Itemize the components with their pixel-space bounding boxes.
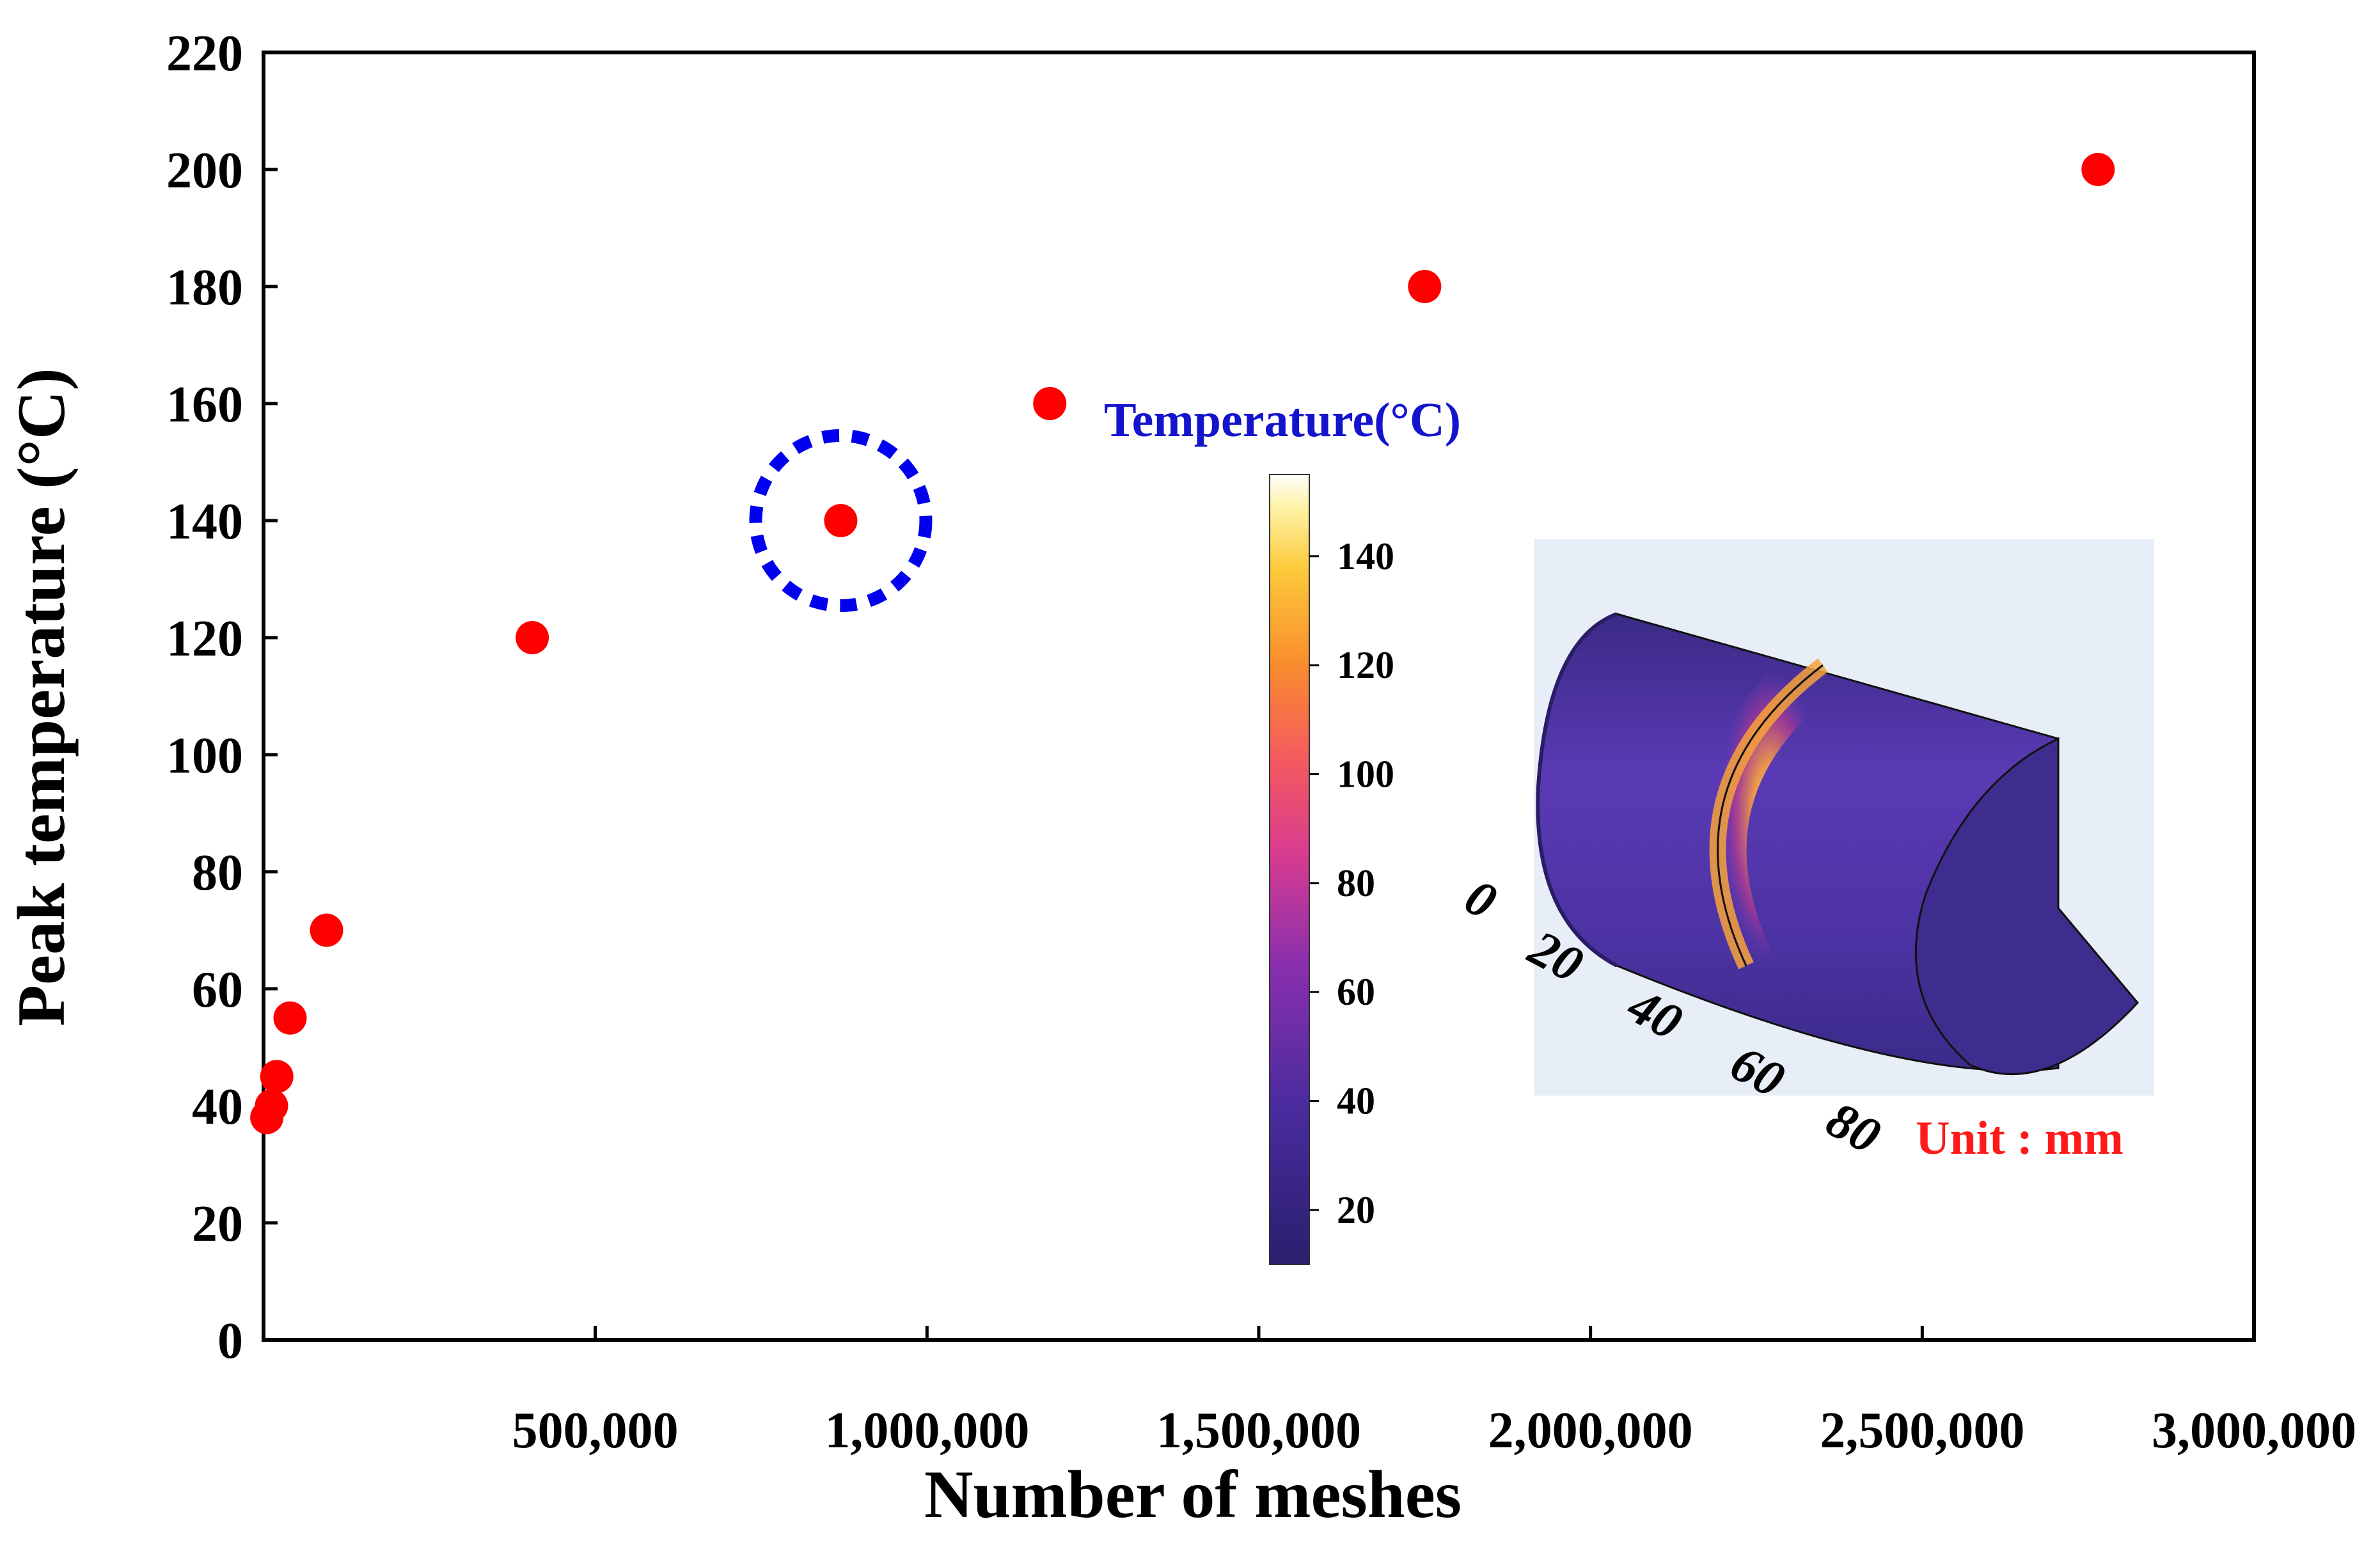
y-tick-label: 180 (166, 260, 243, 316)
data-point (255, 1089, 288, 1122)
colorbar (1269, 474, 1310, 1265)
y-tick-label: 120 (166, 611, 243, 667)
colorbar-tick-label: 40 (1337, 1080, 1375, 1122)
colorbar-title: Temperature(°C) (1104, 393, 1461, 447)
x-axis: 500,000 1,000,000 1,500,000 2,000,000 2,500,… (512, 1326, 2356, 1459)
y-tick-label: 200 (166, 143, 243, 199)
x-tick-label: 2,000,000 (1488, 1403, 1693, 1459)
data-point (2081, 153, 2115, 186)
x-tick-label: 2,500,000 (1820, 1403, 2024, 1459)
colorbar-tick-label: 100 (1337, 753, 1394, 795)
y-axis: 0 20 40 60 80 100 120 140 160 180 200 220 (166, 26, 278, 1369)
data-point (1033, 387, 1067, 420)
highlight-circle (749, 429, 933, 612)
data-point (516, 621, 549, 654)
data-point (310, 913, 343, 947)
x-axis-title: Number of meshes (924, 1457, 1462, 1532)
y-tick-label: 20 (192, 1196, 243, 1252)
highlight-group (749, 429, 933, 612)
y-tick-label: 100 (166, 728, 243, 784)
colorbar-tick-label: 20 (1337, 1189, 1375, 1231)
data-point (273, 1001, 307, 1035)
inset-cylinder-image (1534, 539, 2154, 1096)
dimension-label: 80 (1818, 1091, 1889, 1165)
x-tick-label: 3,000,000 (2152, 1403, 2356, 1459)
colorbar-tick-label: 120 (1337, 644, 1394, 686)
y-tick-label: 60 (192, 962, 243, 1018)
data-point (824, 504, 858, 537)
x-tick-label: 500,000 (512, 1403, 679, 1459)
y-tick-label: 160 (166, 377, 243, 433)
colorbar-tick-label: 60 (1337, 971, 1375, 1013)
y-tick-label: 220 (166, 26, 243, 82)
colorbar-tick-label: 80 (1337, 862, 1375, 904)
y-tick-label: 140 (166, 494, 243, 550)
y-tick-label: 0 (217, 1313, 243, 1369)
x-tick-label: 1,000,000 (824, 1403, 1029, 1459)
data-point (1408, 270, 1442, 303)
dimension-label: 0 (1456, 869, 1506, 930)
unit-label: Unit : mm (1916, 1112, 2124, 1165)
y-tick-label: 40 (192, 1079, 243, 1135)
y-axis-title: Peak temperature (°C) (4, 368, 79, 1026)
x-tick-label: 1,500,000 (1156, 1403, 1361, 1459)
scatter-points (250, 153, 2115, 1135)
y-tick-label: 80 (192, 845, 243, 901)
colorbar-ticks: 20 40 60 80 100 120 140 (1309, 535, 1394, 1231)
colorbar-tick-label: 140 (1337, 535, 1394, 578)
data-point (260, 1060, 294, 1094)
